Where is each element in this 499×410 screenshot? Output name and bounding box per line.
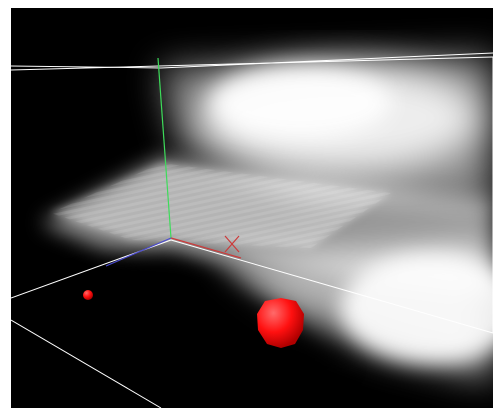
- bbox-edge-top-right: [160, 52, 493, 69]
- large-marker[interactable]: [257, 298, 304, 348]
- shadow-region: [11, 253, 351, 408]
- z-axis-line: [105, 237, 172, 267]
- bbox-edge-top-left: [11, 65, 162, 69]
- volume-lower-band: [211, 238, 493, 378]
- y-axis-line: [157, 57, 172, 239]
- x-axis-line: [170, 237, 242, 259]
- x-marker-stroke-2: [224, 235, 240, 253]
- bbox-edge-top-back: [11, 56, 493, 71]
- volume-viewport[interactable]: [11, 8, 493, 408]
- axes-gizmo: [105, 57, 242, 267]
- bbox-edge-front-left: [11, 319, 162, 408]
- volume-render-canvas[interactable]: [11, 8, 493, 408]
- bounding-box: [11, 52, 493, 408]
- small-marker[interactable]: [83, 290, 93, 300]
- bbox-edge-bottom-right: [170, 239, 493, 334]
